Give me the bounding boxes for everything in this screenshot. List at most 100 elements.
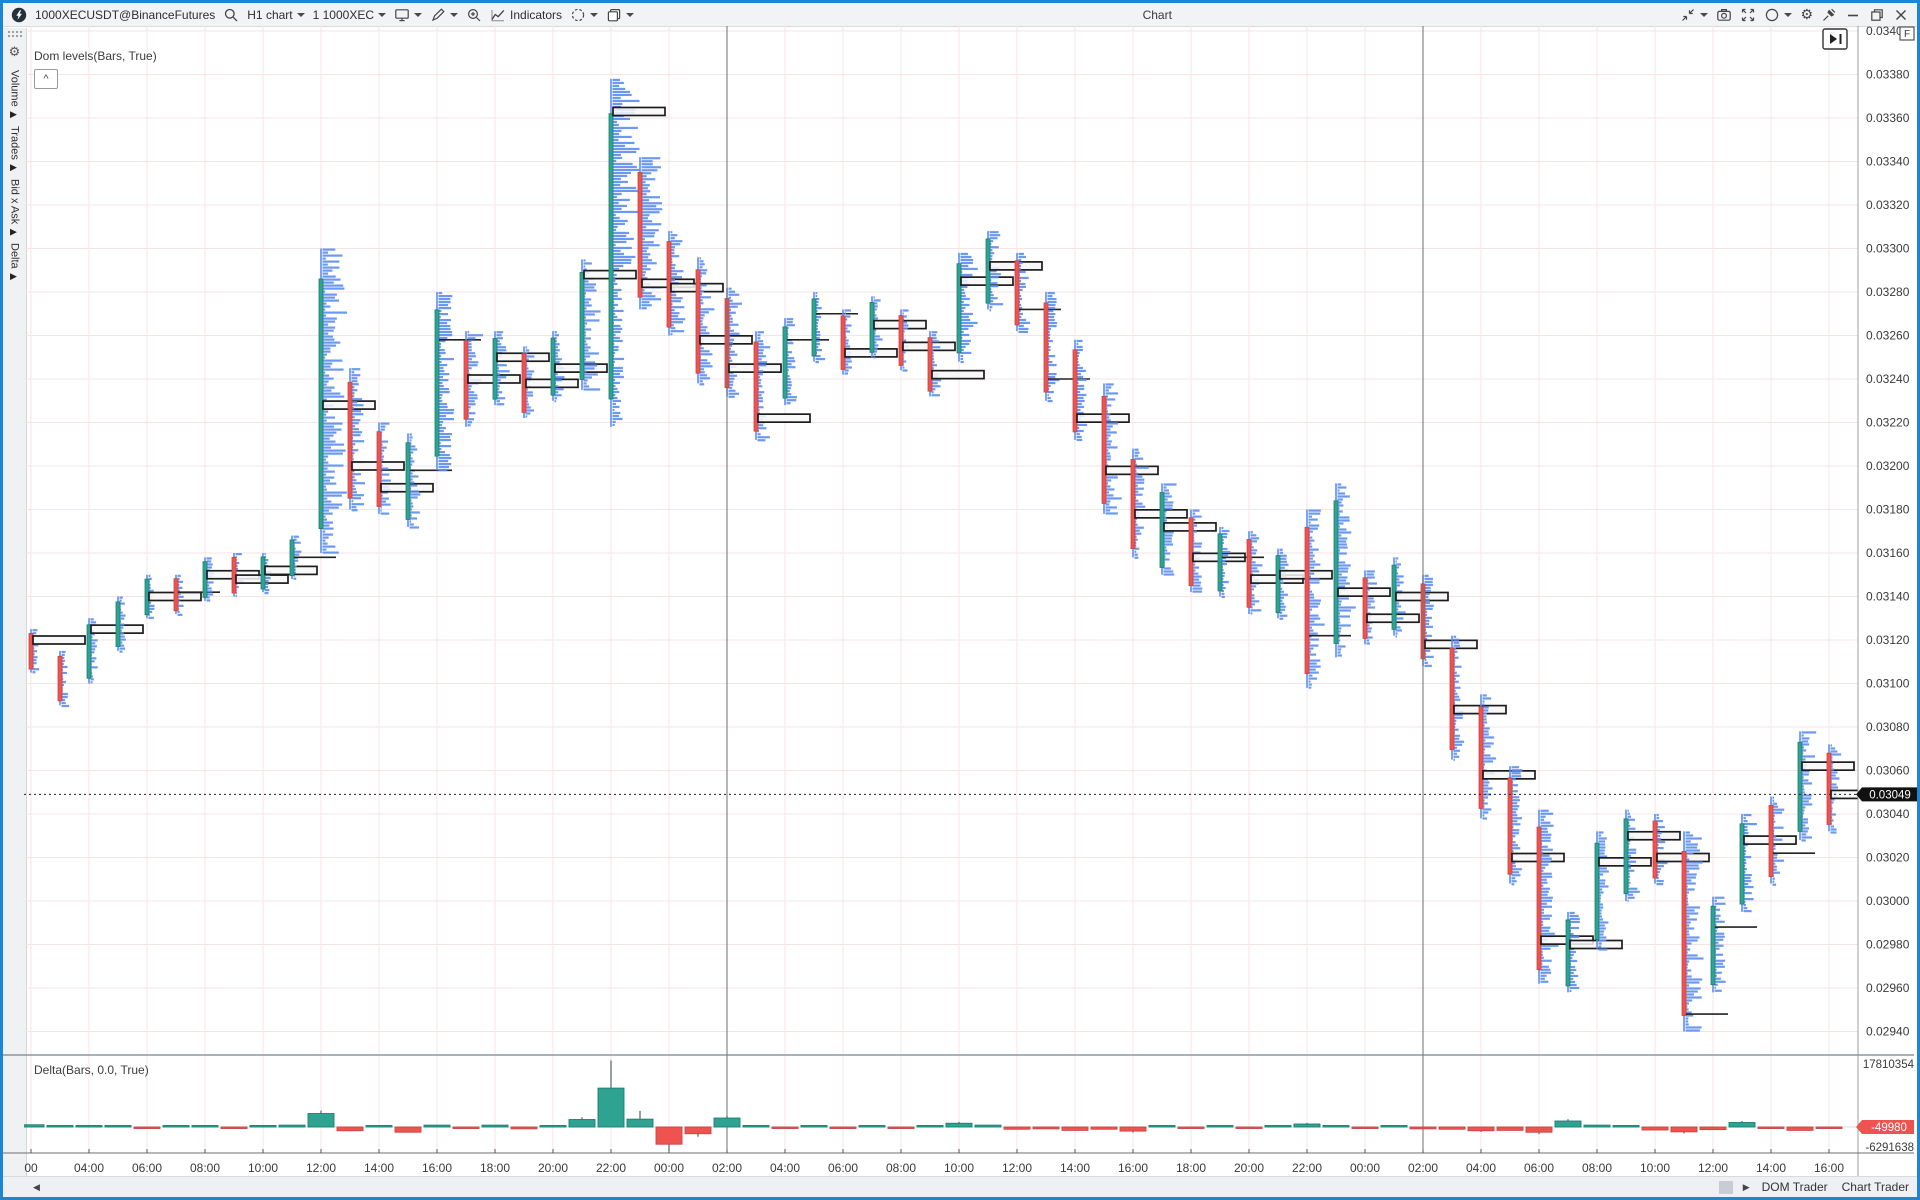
profile-row [1511,832,1520,835]
profile-row [1772,880,1775,883]
profile-row [1569,989,1572,993]
go-to-realtime-button[interactable] [1822,28,1848,50]
profile-row [1540,974,1547,977]
profile-row [61,695,68,699]
profile-row [612,390,620,394]
profile-row [612,324,621,328]
scroll-right-button[interactable]: ▶ [1742,1181,1750,1192]
drawing-tools-button[interactable] [426,3,462,26]
profile-row [1395,602,1400,605]
indicators-button[interactable]: Indicators [486,3,566,26]
time-tick-label: 06:00 [828,1161,858,1175]
profile-row [815,322,819,325]
price-tick-label: 0.03200 [1866,459,1910,473]
profile-row [873,347,878,350]
profile-row [612,81,624,85]
profile-row [1540,884,1544,887]
sidebar-settings-button[interactable]: ⚙ [9,45,21,60]
profile-row [960,294,966,298]
sidebar-item-delta[interactable]: Delta ▶ [8,242,21,282]
bar-body-down [376,431,382,507]
profile-row [1192,569,1196,572]
profile-row [1569,911,1575,915]
profile-row [467,394,478,397]
close-button[interactable] [1889,3,1913,26]
dom-levels-indicator-label[interactable]: Dom levels(Bars, True) [34,49,157,63]
profile-row [1192,566,1200,569]
delta-bar-down [1438,1126,1466,1130]
bar-body-up [434,309,440,457]
indicator-collapse-button[interactable]: ^ [34,69,58,89]
tab-chart-trader[interactable]: Chart Trader [1841,1180,1909,1194]
settings-button[interactable]: ⚙ [1796,3,1817,26]
delta-indicator-label[interactable]: Delta(Bars, 0.0, True) [34,1063,149,1077]
price-axis[interactable]: 0.034000.033800.033600.033400.033200.033… [1866,24,1910,1039]
profile-row [728,350,735,353]
profile-row [1018,303,1022,307]
pin-button[interactable] [1817,3,1841,26]
profile-row [438,400,443,403]
templates-selector[interactable] [602,3,638,26]
profile-row [496,367,499,370]
profile-row [1685,927,1695,930]
scrollbar-thumb[interactable] [1718,1180,1733,1194]
sidebar-item-bidxask[interactable]: Bid x Ask ▶ [8,178,21,237]
profile-row [1569,935,1580,939]
profile-row [1395,578,1400,581]
profile-row [1105,503,1110,506]
profile-row [148,577,152,580]
profile-row [1192,515,1202,518]
minimize-button[interactable] [1841,3,1865,26]
profile-row [1366,624,1370,627]
profile-row [351,377,358,380]
profile-row [786,318,794,321]
profile-row [641,160,653,163]
profile-row [438,454,450,457]
profile-row [815,310,818,313]
delta-bar-up [742,1125,770,1128]
profile-row [322,524,330,527]
profile-row [699,368,705,371]
app-logo[interactable] [7,3,31,26]
crosshair-selector[interactable] [566,3,602,26]
tab-dom-trader[interactable]: DOM Trader [1761,1180,1828,1194]
profile-row [1511,790,1518,793]
profile-row [815,319,819,322]
profile-row [148,589,154,592]
sidebar-item-volume[interactable]: Volume ▶ [8,70,21,120]
profile-row [1598,879,1606,882]
profile-row [322,476,335,479]
profile-row [1772,805,1778,808]
symbol-selector[interactable]: 1000XECUSDT@BinanceFutures [31,3,219,26]
chart-canvas[interactable]: 0.034000.033800.033600.033400.033200.033… [3,3,1917,1176]
fullscreen-button[interactable] [1736,3,1760,26]
aggregation-selector[interactable]: 1 1000XEC [309,3,390,26]
sidebar-grip[interactable] [7,31,22,39]
time-tick-label: 14:00 [364,1161,394,1175]
sidebar-item-trades[interactable]: Trades ▶ [8,125,21,173]
profile-row [322,302,327,305]
price-axis-flag-button[interactable]: F [1899,26,1915,41]
delta-bar-up [1380,1125,1408,1128]
screenshot-button[interactable] [1712,3,1736,26]
profile-row [322,443,345,446]
profile-row [844,309,851,312]
profile-row [467,346,472,349]
profile-row [119,602,125,605]
delta-bar-down [1786,1126,1814,1131]
collapse-panel-button[interactable] [1676,3,1712,26]
timeframe-selector[interactable]: H1 chart [243,3,308,26]
profile-row [438,391,450,394]
profile-row [1424,601,1430,604]
color-theme-selector[interactable] [1760,3,1796,26]
profile-row [699,299,703,302]
current-price-label: 0.03049 [1869,789,1911,801]
profile-row [1047,316,1055,319]
profile-row [728,356,732,359]
zoom-button[interactable] [462,3,486,26]
chart-style-selector[interactable] [390,3,426,26]
scroll-left-button[interactable]: ◀ [33,1181,40,1192]
time-axis[interactable]: 00 04:00 06:00 08:00 10:00 12:00 14:00 16:00 18:… [24,1149,1844,1175]
restore-button[interactable] [1865,3,1889,26]
symbol-search-button[interactable] [219,3,243,26]
